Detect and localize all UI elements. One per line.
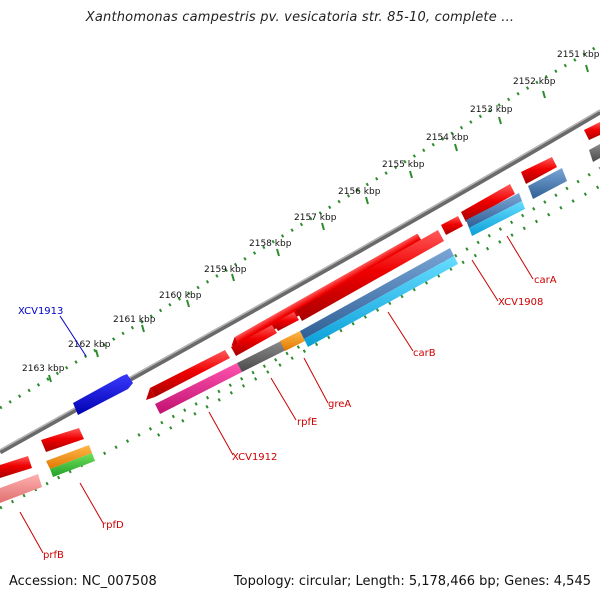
scale-major-tick [186, 299, 190, 308]
scale-major-tick [231, 273, 235, 282]
gene-cara[interactable] [528, 168, 567, 199]
scale-label-2157: 2157 kbp [294, 213, 337, 223]
scale-label-2161: 2161 kbp [113, 315, 156, 325]
scale-label-2152: 2152 kbp [513, 77, 556, 87]
label-xcv1908[interactable]: XCV1908 [498, 297, 543, 308]
gene-xcv1913[interactable] [73, 374, 133, 415]
gene-edge-upper[interactable] [584, 122, 600, 140]
scale-label-2154: 2154 kbp [426, 133, 469, 143]
leader-rpfd [79, 482, 104, 524]
label-rpfe[interactable]: rpfE [297, 417, 317, 428]
genome-summary-text: Topology: circular; Length: 5,178,466 bp… [233, 574, 591, 589]
gene-carb-upper[interactable] [296, 230, 444, 321]
gene-rpfd-upper[interactable] [41, 428, 84, 452]
leader-xcv1912 [208, 411, 234, 456]
scale-label-2156: 2156 kbp [338, 187, 381, 197]
scale-major-tick [365, 196, 369, 205]
gene-rpfe-upper[interactable] [231, 325, 277, 356]
leader-prfb [19, 511, 44, 554]
gene-edge-gray[interactable] [589, 144, 600, 162]
leader-rpfe [270, 377, 297, 421]
scale-label-2162: 2162 kbp [68, 340, 111, 350]
scale-label-2151: 2151 kbp [557, 50, 600, 60]
scale-major-tick [409, 170, 413, 179]
scale-label-2160: 2160 kbp [159, 291, 202, 301]
accession-text: Accession: NC_007508 [9, 574, 157, 589]
gene-far-right-upper[interactable] [521, 157, 557, 184]
gene-carb-steel[interactable] [300, 248, 454, 339]
leader-xcv1908 [471, 259, 499, 302]
gene-features [0, 122, 600, 503]
leader-grea [303, 357, 329, 404]
scale-major-tick [454, 143, 458, 152]
scale-label-2155: 2155 kbp [382, 160, 425, 170]
scale-track: 2151 kbp 2152 kbp 2153 kbp 2154 kbp 2155 kbp… [0, 43, 600, 410]
gene-prfb-upper[interactable] [0, 456, 32, 478]
gene-grea[interactable] [280, 331, 305, 351]
gene-xcv1908-steel[interactable] [466, 193, 522, 228]
gene-prfb[interactable] [0, 474, 42, 503]
scale-major-tick [141, 324, 145, 333]
gene-cara-upper[interactable] [461, 184, 515, 222]
gene-xcv1912-upper-tip [146, 388, 155, 400]
label-prfb[interactable]: prfB [43, 550, 64, 561]
scale-major-tick [498, 116, 502, 125]
scale-major-tick [585, 64, 589, 73]
scale-major-tick [321, 222, 325, 231]
scale-dots [0, 43, 600, 410]
scale-major-tick [95, 349, 99, 358]
map-title: Xanthomonas campestris pv. vesicatoria s… [85, 10, 515, 25]
gene-xcv1908-cyan[interactable] [469, 201, 525, 236]
scale-label-2158: 2158 kbp [249, 239, 292, 249]
scale-major-tick [48, 374, 52, 383]
leader-carb [387, 311, 414, 352]
gene-rpfe[interactable] [237, 341, 286, 372]
inner-tick-track-long [149, 184, 600, 442]
label-carb[interactable]: carB [413, 348, 436, 359]
scale-major-tick [542, 90, 546, 99]
gene-xcv1908-upper[interactable] [441, 216, 463, 235]
gene-rpfd[interactable] [50, 453, 95, 477]
scale-label-2159: 2159 kbp [204, 265, 247, 275]
label-xcv1912[interactable]: XCV1912 [232, 452, 277, 463]
leader-cara [506, 235, 534, 280]
gene-grea-upper[interactable] [273, 312, 299, 331]
label-rpfd[interactable]: rpfD [102, 520, 124, 531]
gene-xcv1912[interactable] [155, 363, 242, 414]
label-leaders [19, 235, 534, 554]
leader-xcv1913 [59, 315, 87, 357]
gene-labels: carA XCV1908 carB greA rpfE XCV1912 rpfD… [18, 275, 557, 561]
gene-rpfd-orange[interactable] [46, 445, 92, 469]
label-xcv1913[interactable]: XCV1913 [18, 306, 63, 317]
scale-label-2153: 2153 kbp [470, 105, 513, 115]
scale-major-tick [276, 248, 280, 257]
gene-carb-cyan[interactable] [304, 256, 458, 347]
gene-xcv1912-upper[interactable] [150, 350, 230, 397]
scale-label-2163: 2163 kbp [22, 364, 65, 374]
label-grea[interactable]: greA [328, 399, 351, 410]
label-cara[interactable]: carA [534, 275, 557, 286]
